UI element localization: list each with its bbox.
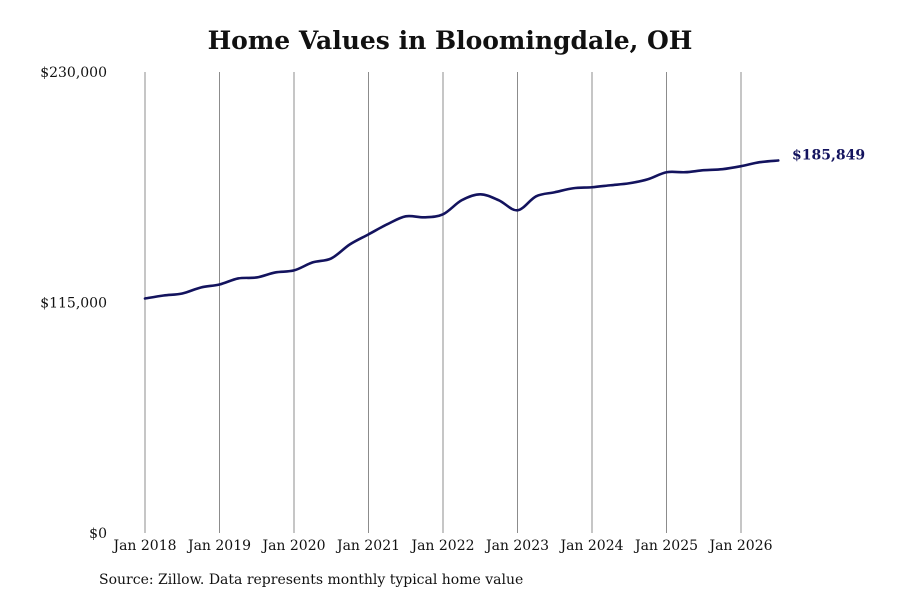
y-tick-label: $0: [89, 526, 107, 542]
y-tick-label: $230,000: [40, 65, 107, 81]
x-tick-label: Jan 2022: [409, 538, 474, 554]
series-line: [143, 159, 780, 300]
source-note: Source: Zillow. Data represents monthly …: [99, 572, 524, 588]
end-value-label: $185,849: [792, 147, 865, 163]
x-tick-label: Jan 2024: [558, 538, 623, 554]
x-tick-label: Jan 2019: [186, 538, 251, 554]
x-tick-label: Jan 2018: [111, 538, 176, 554]
x-tick-label: Jan 2023: [484, 538, 549, 554]
x-tick-label: Jan 2021: [335, 538, 400, 554]
x-tick-label: Jan 2020: [260, 538, 325, 554]
x-tick-label: Jan 2025: [633, 538, 698, 554]
x-tick-label: Jan 2026: [707, 538, 772, 554]
chart-title: Home Values in Bloomingdale, OH: [207, 26, 693, 55]
y-tick-label: $115,000: [40, 296, 107, 312]
